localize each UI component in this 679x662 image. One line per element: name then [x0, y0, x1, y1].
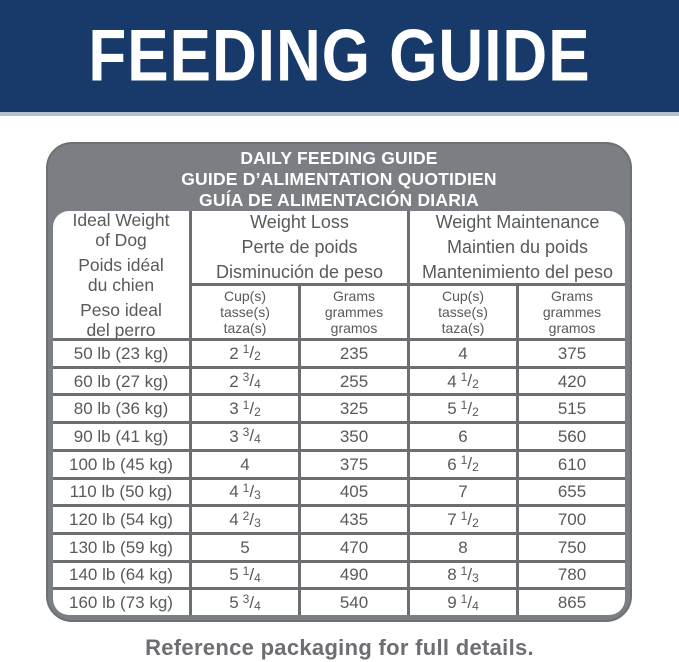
table-title: DAILY FEEDING GUIDE GUIDE D’ALIMENTATION…	[48, 144, 630, 211]
table-title-line-en: DAILY FEEDING GUIDE	[240, 148, 438, 168]
cell-weight-row-8: 130 lb (59 kg)	[53, 534, 189, 560]
cell-maint-cups-row-2: 4 1/2	[410, 368, 516, 394]
subheader-line: tasse(s)	[438, 304, 488, 320]
cell-weight-row-4: 90 lb (41 kg)	[53, 424, 189, 449]
cell-weight-row-6: 110 lb (50 kg)	[53, 479, 189, 505]
cell-loss-cups-row-5: 4	[192, 451, 298, 477]
group-line: Mantenimiento del peso	[421, 261, 614, 282]
cell-loss-cups-row-2: 2 3/4	[192, 368, 298, 394]
cell-loss-grams-row-7: 435	[301, 507, 407, 532]
subheader-line: gramos	[330, 320, 378, 336]
daily-feeding-guide-panel: DAILY FEEDING GUIDE GUIDE D’ALIMENTATION…	[46, 142, 632, 622]
group-line: Weight Maintenance	[435, 211, 600, 232]
group-line: Perte de poids	[241, 236, 358, 257]
column-group-weight-maintenance: Weight Maintenance Maintien du poids Man…	[410, 211, 625, 283]
cell-loss-cups-row-7: 4 2/3	[192, 507, 298, 532]
cell-maint-cups-row-10: 9 1/4	[410, 590, 516, 615]
subheader-line: taza(s)	[223, 320, 267, 336]
subheader-line: tasse(s)	[220, 304, 270, 320]
cell-loss-grams-row-10: 540	[301, 590, 407, 615]
ideal-weight-es: Peso ideal del perro	[80, 300, 162, 340]
cell-maint-grams-row-4: 560	[519, 424, 625, 449]
cell-maint-cups-row-1: 4	[410, 341, 516, 366]
cell-weight-row-3: 80 lb (36 kg)	[53, 396, 189, 422]
subheader-line: Cup(s)	[223, 288, 266, 304]
header-line: Peso ideal	[80, 299, 162, 320]
cell-loss-cups-row-1: 2 1/2	[192, 341, 298, 366]
banner-title: FEEDING GUIDE	[88, 15, 591, 97]
subheader-line: Grams	[551, 288, 593, 304]
feeding-table-grid: Ideal Weight of Dog Poids idéal du chien…	[53, 211, 625, 615]
cell-maint-cups-row-6: 7	[410, 479, 516, 505]
column-group-weight-loss: Weight Loss Perte de poids Disminución d…	[192, 211, 407, 283]
cell-maint-cups-row-3: 5 1/2	[410, 396, 516, 422]
cell-loss-cups-row-6: 4 1/3	[192, 479, 298, 505]
cell-loss-grams-row-8: 470	[301, 534, 407, 560]
table-title-line-fr: GUIDE D’ALIMENTATION QUOTIDIEN	[181, 169, 497, 189]
header-line: of Dog	[95, 229, 147, 250]
cell-maint-grams-row-2: 420	[519, 368, 625, 394]
header-line: Poids idéal	[78, 254, 164, 275]
cell-maint-cups-row-8: 8	[410, 534, 516, 560]
cell-loss-cups-row-9: 5 1/4	[192, 562, 298, 588]
subheader-line: gramos	[548, 320, 596, 336]
subheader-line: taza(s)	[441, 320, 485, 336]
cell-weight-row-10: 160 lb (73 kg)	[53, 590, 189, 615]
subheader-line: Cup(s)	[441, 288, 484, 304]
cell-maint-cups-row-7: 7 1/2	[410, 507, 516, 532]
ideal-weight-fr: Poids idéal du chien	[78, 255, 164, 295]
cell-loss-grams-row-3: 325	[301, 396, 407, 422]
cell-maint-grams-row-5: 610	[519, 451, 625, 477]
group-line: Maintien du poids	[446, 236, 589, 257]
cell-weight-row-9: 140 lb (64 kg)	[53, 562, 189, 588]
cell-maint-grams-row-1: 375	[519, 341, 625, 366]
cell-loss-grams-row-2: 255	[301, 368, 407, 394]
cell-weight-row-5: 100 lb (45 kg)	[53, 451, 189, 477]
feeding-guide-banner: FEEDING GUIDE	[0, 0, 679, 116]
cell-weight-row-7: 120 lb (54 kg)	[53, 507, 189, 532]
cell-loss-grams-row-4: 350	[301, 424, 407, 449]
cell-maint-cups-row-5: 6 1/2	[410, 451, 516, 477]
header-line: du chien	[87, 274, 155, 295]
cell-weight-row-1: 50 lb (23 kg)	[53, 341, 189, 366]
cell-loss-cups-row-10: 5 3/4	[192, 590, 298, 615]
cell-loss-grams-row-9: 490	[301, 562, 407, 588]
cell-maint-grams-row-9: 780	[519, 562, 625, 588]
cell-maint-grams-row-6: 655	[519, 479, 625, 505]
cell-weight-row-2: 60 lb (27 kg)	[53, 368, 189, 394]
subheader-loss-grams: Grams grammes gramos	[301, 286, 407, 338]
subheader-line: grammes	[542, 304, 602, 320]
subheader-maint-cups: Cup(s) tasse(s) taza(s)	[410, 286, 516, 338]
column-header-ideal-weight: Ideal Weight of Dog Poids idéal du chien…	[53, 211, 189, 340]
cell-loss-grams-row-1: 235	[301, 341, 407, 366]
cell-maint-cups-row-9: 8 1/3	[410, 562, 516, 588]
header-line: del perro	[86, 319, 156, 340]
group-line: Disminución de peso	[215, 261, 384, 282]
table-title-line-es: GUÍA DE ALIMENTACIÓN DIARIA	[199, 190, 479, 210]
subheader-line: Grams	[333, 288, 375, 304]
subheader-maint-grams: Grams grammes gramos	[519, 286, 625, 338]
cell-maint-cups-row-4: 6	[410, 424, 516, 449]
cell-loss-grams-row-6: 405	[301, 479, 407, 505]
cell-maint-grams-row-7: 700	[519, 507, 625, 532]
ideal-weight-en: Ideal Weight of Dog	[73, 211, 170, 250]
subheader-line: grammes	[324, 304, 384, 320]
cell-loss-cups-row-3: 3 1/2	[192, 396, 298, 422]
header-line: Ideal Weight	[72, 211, 170, 230]
cell-loss-grams-row-5: 375	[301, 451, 407, 477]
cell-maint-grams-row-10: 865	[519, 590, 625, 615]
subheader-loss-cups: Cup(s) tasse(s) taza(s)	[192, 286, 298, 338]
cell-loss-cups-row-8: 5	[192, 534, 298, 560]
cell-maint-grams-row-3: 515	[519, 396, 625, 422]
group-line: Weight Loss	[250, 211, 349, 232]
cell-loss-cups-row-4: 3 3/4	[192, 424, 298, 449]
footer-note: Reference packaging for full details.	[145, 635, 534, 660]
cell-maint-grams-row-8: 750	[519, 534, 625, 560]
